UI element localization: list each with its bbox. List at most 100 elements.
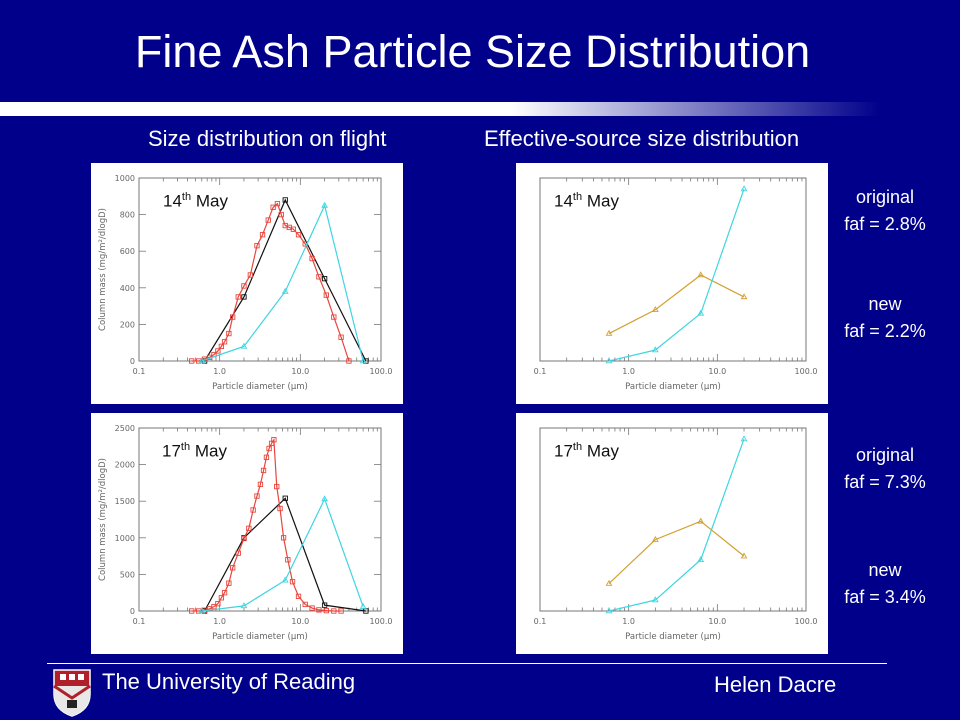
x-tick-label: 0.1 [534,367,547,376]
data-point [281,287,289,294]
page-title: Fine Ash Particle Size Distribution [134,26,811,77]
data-point [338,608,344,614]
data-point [346,358,352,364]
data-point [651,346,659,353]
data-point [697,556,705,563]
x-tick-label: 10.0 [708,617,726,626]
y-axis-label: Column mass (mg/m²/dlogD) [98,458,108,581]
data-point [321,495,328,502]
data-point [241,294,247,300]
faf-new-17-may: new faf = 3.4% [844,560,926,607]
data-point [266,445,272,452]
y-tick-label: 2500 [115,424,135,433]
x-tick-label: 100.0 [795,617,818,626]
data-point [274,200,281,207]
data-point [271,437,277,443]
data-point [235,294,241,300]
x-tick-label: 0.1 [133,367,146,376]
chart-panel-flight-14-may: 0.1 1.0 10.0 100.0 Particle diameter (μm) 0 20… [91,163,403,404]
data-point [651,596,659,603]
series-line-cyan [201,497,364,612]
x-tick-label: 10.0 [291,617,309,626]
x-tick-label: 0.1 [133,617,146,626]
data-point [215,348,221,354]
data-point [605,329,613,336]
y-tick-label: 200 [120,320,135,329]
chart-source-17-may: 0.1 1.0 10.0 100.0 Particle diameter (μm) [534,427,818,642]
series-line-red [191,437,342,612]
chart-panel-source-17-may: 0.1 1.0 10.0 100.0 Particle diameter (μm) 17… [516,413,828,654]
chart-flight-14-may: 0.1 1.0 10.0 100.0 Particle diameter (μm) 0 20… [98,174,393,392]
y-axis-label: Column mass (mg/m²/dlogD) [98,208,108,331]
chart-flight-17-may: 0.1 1.0 10.0 100.0 Particle diameter (μm) 0 50… [98,424,392,642]
data-point [323,607,329,614]
data-point [289,579,296,585]
data-point [246,525,252,531]
faf-original-14-may: original faf = 2.8% [844,187,926,234]
data-point [240,602,248,609]
data-point [218,343,225,350]
data-point [230,314,236,320]
data-point [331,314,337,320]
data-point [265,217,271,223]
x-tick-label: 1.0 [213,367,226,376]
y-tick-label: 800 [120,211,135,220]
data-point [309,605,315,611]
y-tick-label: 1000 [115,534,135,543]
data-point [740,435,748,442]
data-point [215,601,221,607]
data-point [290,226,297,232]
data-point [280,535,287,541]
data-point [218,595,225,601]
series-line-orange [608,274,745,335]
series-line-orange [608,520,745,584]
data-point [189,608,195,614]
university-crest-icon [53,669,91,717]
date-label-14-may: 14th May [163,191,228,211]
data-point [270,204,276,210]
x-tick-label: 100.0 [370,367,393,376]
data-point [240,342,248,349]
x-tick-label: 1.0 [622,617,635,626]
data-point [697,517,705,524]
data-point [321,275,328,282]
y-tick-label: 500 [120,570,135,579]
x-axis-label: Particle diameter (μm) [212,382,308,392]
data-point [359,602,367,609]
data-point [241,535,247,542]
y-tick-label: 2000 [115,461,135,470]
data-point [278,211,284,218]
data-point [198,607,206,614]
x-tick-label: 1.0 [622,367,635,376]
data-point [221,590,228,596]
data-point [281,576,289,583]
data-point [277,505,283,512]
chart-panel-source-14-may: 0.1 1.0 10.0 100.0 Particle diameter (μm) 14… [516,163,828,404]
x-axis-label: Particle diameter (μm) [625,382,721,392]
data-point [309,255,315,262]
data-point [338,334,344,340]
data-point [316,607,322,613]
data-point [247,272,253,278]
column-header-flight: Size distribution on flight [148,126,387,151]
data-point [323,292,329,298]
faf-original-17-may: original faf = 7.3% [844,445,926,492]
x-tick-label: 100.0 [795,367,818,376]
data-point [250,507,256,513]
data-point [211,603,217,610]
x-axis-label: Particle diameter (μm) [625,632,721,642]
data-point [282,197,288,203]
series-line-cyan [608,188,745,362]
author-name: Helen Dacre [714,672,837,697]
y-tick-label: 0 [130,357,135,366]
data-point [302,601,308,608]
series-line-black [204,497,366,612]
x-tick-label: 1.0 [213,617,226,626]
data-point [321,201,328,208]
y-tick-label: 1500 [115,497,135,506]
data-point [259,232,266,238]
series-line-cyan [201,203,364,362]
data-point [198,357,206,364]
x-tick-label: 10.0 [291,367,309,376]
date-label-14-may: 14th May [554,191,619,211]
